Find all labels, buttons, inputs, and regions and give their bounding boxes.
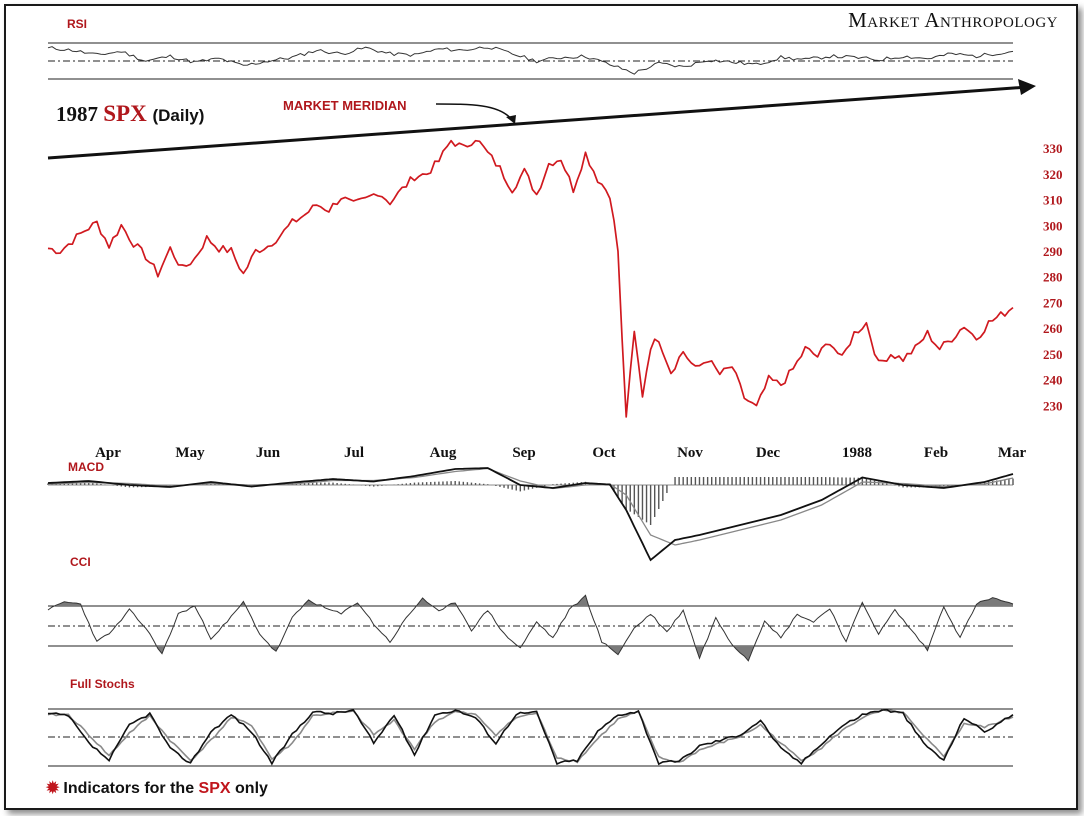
y-tick-300: 300 [1043,218,1063,233]
footnote-highlight: SPX [198,780,231,797]
stoch-slow-line [47,708,1014,764]
x-tick-nov: Nov [677,445,703,461]
x-tick-apr: Apr [95,445,121,461]
stoch-fast-line [48,708,1014,766]
macd-signal-line [47,467,1014,546]
x-tick-mar: Mar [998,445,1027,461]
cci-overbought-fill [48,595,1013,606]
rsi-label: RSI [67,17,87,31]
stochastics-label: Full Stochs [70,677,135,691]
stochastics-panel: Full Stochs [47,677,1014,767]
meridian-arrow-head [506,115,516,124]
y-tick-250: 250 [1043,347,1063,362]
rsi-line [47,46,1014,75]
cci-oversold-fill [48,646,1013,661]
x-tick-aug: Aug [430,445,457,461]
trend-line [47,85,1029,160]
price-line [47,139,1014,418]
x-tick-dec: Dec [756,445,780,461]
rsi-overbought-fill [48,43,1013,74]
y-tick-230: 230 [1043,398,1063,413]
x-tick-jun: Jun [256,445,281,461]
x-tick-jul: Jul [344,445,364,461]
footnote: ✹ Indicators for the SPX only [46,778,268,798]
x-tick-oct: Oct [592,445,615,461]
macd-panel: MACD [47,460,1014,562]
trend-arrow-head [1018,79,1036,95]
market-meridian-label: MARKET MERIDIAN [283,98,407,113]
y-tick-260: 260 [1043,321,1063,336]
cci-line [47,594,1014,662]
footnote-suffix: only [235,780,268,797]
title-ticker: SPX [103,101,152,126]
rsi-oversold-fill [48,47,1013,79]
macd-line [47,467,1014,562]
title-interval: (Daily) [152,106,204,125]
y-tick-240: 240 [1043,373,1063,388]
meridian-arrow [435,103,513,121]
rsi-panel: RSI [47,17,1014,80]
x-tick-1988: 1988 [842,445,872,461]
x-tick-may: May [175,445,205,461]
y-tick-280: 280 [1043,270,1063,285]
title-year: 1987 [56,102,103,126]
brand-logo-text: Market Anthropology [848,8,1058,32]
footnote-prefix: Indicators for the [63,780,195,797]
chart-title: 1987 SPX (Daily) [56,101,204,126]
cci-label: CCI [70,555,91,569]
y-tick-320: 320 [1043,167,1063,182]
y-tick-270: 270 [1043,295,1063,310]
y-tick-310: 310 [1043,193,1063,208]
cci-panel: CCI [47,555,1014,662]
price-panel: MARKET MERIDIAN 1987 SPX (Daily) 230 240 250… [47,79,1063,461]
y-tick-290: 290 [1043,244,1063,259]
x-tick-sep: Sep [512,445,535,461]
y-tick-330: 330 [1043,141,1063,156]
x-tick-feb: Feb [924,445,948,461]
starburst-icon: ✹ [46,780,60,797]
chart-frame [4,4,1078,810]
macd-label: MACD [68,460,104,474]
